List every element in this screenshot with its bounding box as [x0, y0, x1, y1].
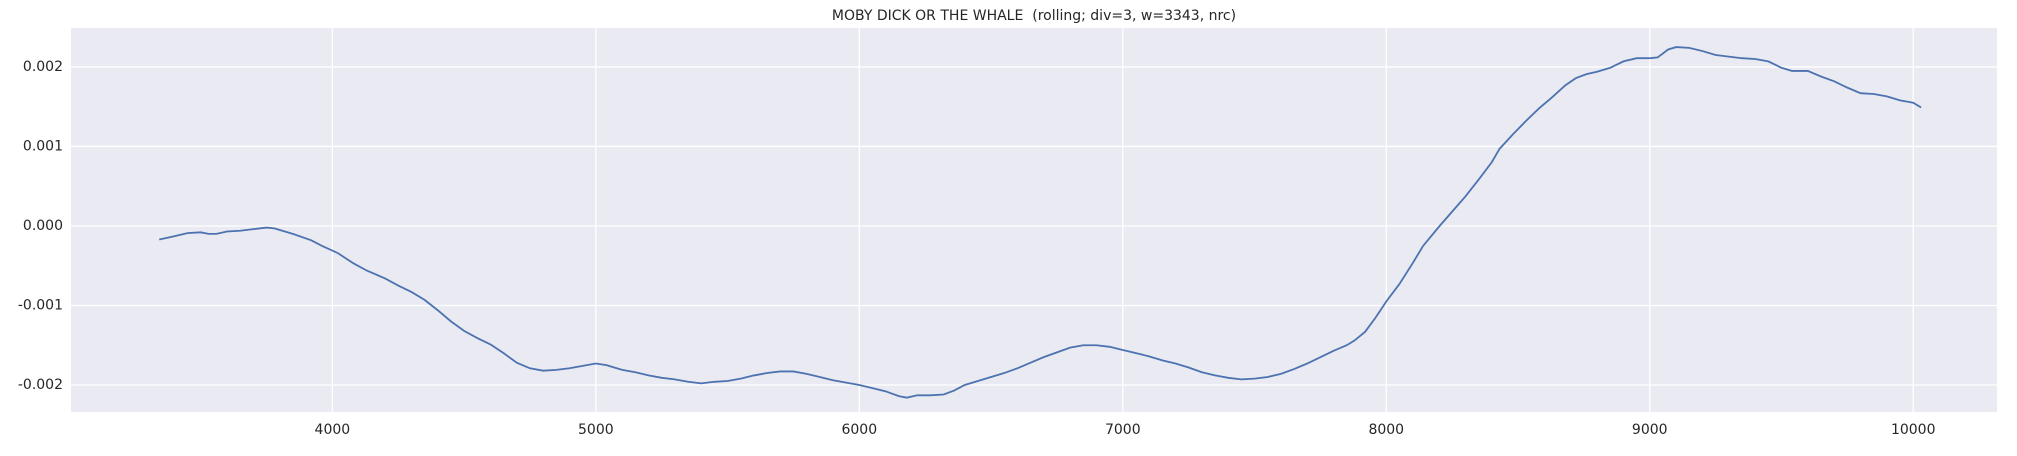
- x-tick-label: 7000: [1105, 422, 1141, 438]
- chart-title: MOBY DICK OR THE WHALE (rolling; div=3, …: [832, 8, 1236, 24]
- x-tick-label: 5000: [578, 422, 614, 438]
- x-tick-label: 10000: [1891, 422, 1936, 438]
- x-tick-label: 4000: [315, 422, 351, 438]
- x-tick-label: 6000: [841, 422, 877, 438]
- y-tick-label: 0.002: [23, 59, 63, 75]
- line-series: [159, 46, 1922, 399]
- x-tick-label: 9000: [1632, 422, 1668, 438]
- plot-area: [71, 28, 1997, 412]
- y-tick-label: 0.001: [23, 138, 63, 154]
- x-tick-label: 8000: [1368, 422, 1404, 438]
- y-tick-label: -0.002: [18, 377, 63, 393]
- y-tick-label: 0.000: [23, 218, 63, 234]
- y-tick-label: -0.001: [18, 297, 63, 313]
